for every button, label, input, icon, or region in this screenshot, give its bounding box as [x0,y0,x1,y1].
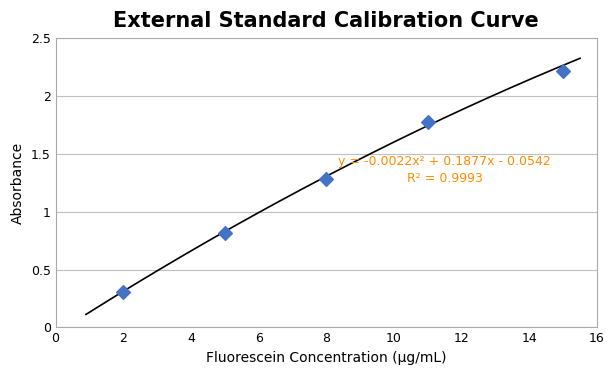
Point [118,289,128,295]
Text: R² = 0.9993: R² = 0.9993 [407,172,483,185]
Point [558,68,568,74]
Point [220,230,230,236]
X-axis label: Fluorescein Concentration (μg/mL): Fluorescein Concentration (μg/mL) [206,351,447,365]
Text: y = -0.0022x² + 0.1877x - 0.0542: y = -0.0022x² + 0.1877x - 0.0542 [338,155,551,168]
Point [322,176,331,182]
Y-axis label: Absorbance: Absorbance [11,142,25,224]
Point [423,118,432,124]
Title: External Standard Calibration Curve: External Standard Calibration Curve [113,11,539,31]
